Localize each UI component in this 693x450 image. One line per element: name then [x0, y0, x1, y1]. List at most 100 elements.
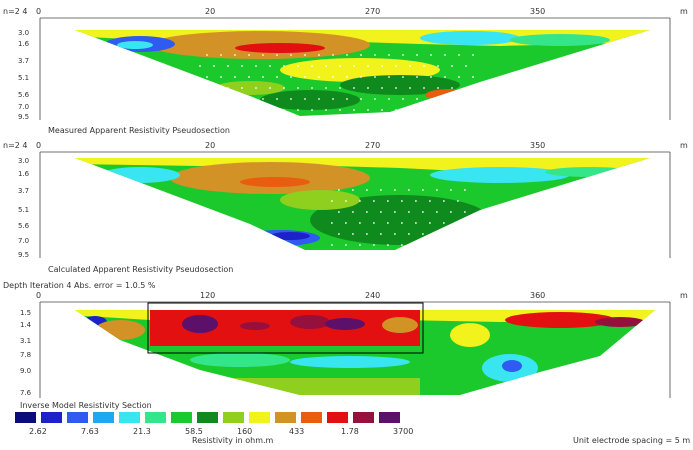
x-tick-labels: 0 120 240 360 m	[36, 291, 688, 300]
datum-point	[451, 87, 453, 89]
datum-point	[437, 65, 439, 67]
colorbar-tick-labels: 2.62 7.63 21.3 58.5 160 433 1.78 3700	[29, 427, 413, 436]
y-tick-labels: 3.0 1.6 3.7 5.1 5.6 7.0 9.5	[18, 29, 30, 121]
colorbar-tick-label: 21.3	[133, 427, 151, 436]
datum-point	[234, 76, 236, 78]
datum-point	[227, 87, 229, 89]
x-tick: 360	[530, 291, 545, 300]
datum-point	[437, 109, 439, 111]
datum-point	[199, 109, 201, 111]
datum-point	[359, 244, 361, 246]
x-tick: 350	[530, 141, 545, 150]
datum-point	[387, 244, 389, 246]
x-tick: 350	[530, 7, 545, 16]
datum-point	[436, 189, 438, 191]
datum-point	[234, 98, 236, 100]
datum-point	[345, 200, 347, 202]
y-tick: 7.8	[20, 351, 31, 359]
datum-point	[430, 98, 432, 100]
depth-axis-label: n=2 4	[3, 7, 28, 16]
colorbar-tick-label: 1.78	[341, 427, 359, 436]
colorbar-swatch	[15, 412, 36, 423]
datum-point	[374, 76, 376, 78]
panel-measured: n=2 4 0 20 270 350 m 3.0 1.6 3.7 5.1 5.6…	[3, 7, 688, 135]
datum-point	[353, 65, 355, 67]
datum-point	[458, 76, 460, 78]
datum-point	[366, 189, 368, 191]
datum-point	[297, 109, 299, 111]
datum-point	[430, 76, 432, 78]
datum-point	[325, 87, 327, 89]
datum-point	[458, 54, 460, 56]
datum-point	[290, 98, 292, 100]
datum-point	[381, 65, 383, 67]
datum-point	[380, 211, 382, 213]
colorbar-swatch	[41, 412, 62, 423]
datum-point	[416, 98, 418, 100]
datum-point	[443, 244, 445, 246]
colorbar-swatch	[119, 412, 140, 423]
datum-point	[472, 54, 474, 56]
datum-point	[436, 233, 438, 235]
panel-inverse-model: Depth Iteration 4 Abs. error = 1.0.5 % 0…	[3, 281, 688, 410]
panel-caption: Measured Apparent Resistivity Pseudosect…	[48, 126, 230, 135]
y-tick: 1.6	[18, 170, 30, 178]
datum-point	[444, 98, 446, 100]
datum-point	[416, 54, 418, 56]
panel-caption: Calculated Apparent Resistivity Pseudose…	[48, 265, 233, 274]
datum-point	[388, 98, 390, 100]
y-tick: 9.5	[18, 113, 29, 121]
colorbar-swatch	[145, 412, 166, 423]
datum-point	[276, 98, 278, 100]
datum-point	[465, 65, 467, 67]
datum-point	[422, 233, 424, 235]
datum-point	[227, 109, 229, 111]
colorbar-tick-label: 7.63	[81, 427, 99, 436]
datum-point	[227, 65, 229, 67]
datum-point	[450, 189, 452, 191]
datum-point	[429, 222, 431, 224]
colorbar-swatch	[275, 412, 296, 423]
datum-point	[373, 200, 375, 202]
datum-point	[297, 87, 299, 89]
datum-point	[241, 65, 243, 67]
datum-point	[422, 189, 424, 191]
datum-point	[332, 54, 334, 56]
datum-point	[402, 98, 404, 100]
datum-point	[374, 54, 376, 56]
y-tick: 3.7	[18, 187, 29, 195]
datum-point	[283, 109, 285, 111]
colorbar-swatch	[249, 412, 270, 423]
datum-point	[465, 87, 467, 89]
datum-point	[409, 87, 411, 89]
datum-point	[262, 54, 264, 56]
datum-point	[408, 211, 410, 213]
x-tick: 0	[36, 7, 41, 16]
datum-point	[415, 222, 417, 224]
y-tick: 3.0	[18, 157, 29, 165]
datum-point	[311, 109, 313, 111]
datum-point	[437, 87, 439, 89]
datum-point	[366, 211, 368, 213]
datum-point	[366, 233, 368, 235]
datum-point	[332, 76, 334, 78]
datum-point	[423, 109, 425, 111]
datum-point	[395, 87, 397, 89]
datum-point	[318, 54, 320, 56]
datum-point	[472, 76, 474, 78]
highlight-box	[147, 302, 424, 354]
datum-point	[283, 87, 285, 89]
panel-calculated: n=2 4 0 20 270 350 m 3.0 1.6 3.7 5.1 5.6…	[3, 141, 688, 274]
datum-point	[213, 65, 215, 67]
datum-point	[402, 54, 404, 56]
datum-point	[241, 87, 243, 89]
colorbar	[15, 412, 400, 423]
datum-point	[408, 189, 410, 191]
panel-caption: Inverse Model Resistivity Section	[20, 401, 152, 410]
datum-point	[388, 54, 390, 56]
datum-point	[423, 87, 425, 89]
datum-point	[422, 211, 424, 213]
datum-point	[457, 200, 459, 202]
datum-point	[332, 98, 334, 100]
